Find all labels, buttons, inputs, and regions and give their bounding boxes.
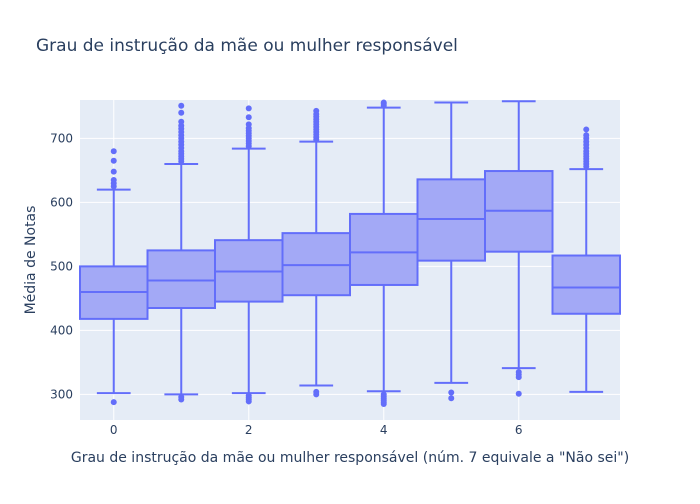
y-axis-title: Média de Notas (23, 206, 39, 315)
iqr-box (349, 212, 419, 286)
outlier-point (110, 177, 117, 183)
outlier-point (448, 395, 455, 402)
box-group (214, 105, 284, 405)
box-group (79, 148, 149, 406)
outlier-point (583, 126, 590, 133)
box-group (146, 102, 216, 403)
x-tick-label: 4 (380, 423, 388, 437)
tick-labels: 300 400 500 600 700 0 2 4 6 (50, 131, 522, 437)
outlier-point (515, 369, 522, 375)
outlier-point (178, 118, 185, 125)
outlier-point (178, 393, 185, 400)
y-tick-label: 400 (50, 323, 73, 337)
outlier-point (110, 168, 117, 175)
iqr-box (146, 249, 216, 309)
outlier-point (313, 388, 320, 395)
box-group (551, 126, 621, 393)
outlier-point (448, 389, 455, 396)
box-group (416, 101, 486, 402)
chart-title: Grau de instrução da mãe ou mulher respo… (36, 36, 458, 56)
box-group (281, 107, 351, 398)
outlier-point (380, 99, 387, 106)
x-tick-label: 2 (245, 423, 253, 437)
outlier-point (110, 148, 117, 155)
y-tick-label: 300 (50, 387, 73, 401)
outlier-point (178, 102, 185, 109)
x-tick-label: 6 (515, 423, 523, 437)
outlier-point (178, 109, 185, 116)
outlier-point (380, 391, 387, 398)
iqr-box (551, 254, 621, 315)
outlier-point (110, 157, 117, 164)
boxes (79, 99, 621, 407)
x-axis-title: Grau de instrução da mãe ou mulher respo… (71, 450, 629, 466)
y-tick-label: 600 (50, 195, 73, 209)
box-group (349, 99, 419, 407)
outlier-point (245, 105, 252, 112)
outlier-point (515, 390, 522, 397)
outlier-point (245, 114, 252, 121)
outlier-point (583, 132, 590, 139)
y-tick-label: 700 (50, 131, 73, 145)
outlier-point (313, 107, 320, 114)
x-tick-label: 0 (110, 423, 118, 437)
outlier-point (110, 399, 117, 406)
y-tick-label: 500 (50, 259, 73, 273)
outlier-point (245, 121, 252, 128)
outlier-point (245, 392, 252, 399)
box-group (484, 100, 554, 397)
